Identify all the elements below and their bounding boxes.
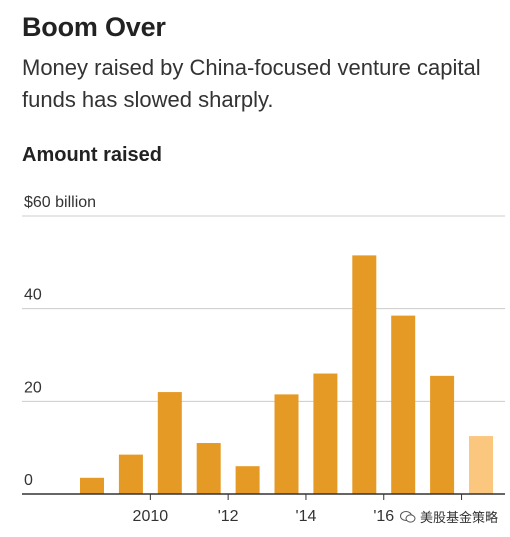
watermark: 美股基金策略: [400, 507, 498, 526]
y-tick-label: 40: [24, 287, 42, 304]
bar-2009: [80, 477, 104, 494]
x-tick-label: '12: [218, 508, 239, 525]
watermark-text: 美股基金策略: [420, 511, 499, 526]
bar-2012: [196, 443, 221, 494]
bar-2019: [469, 436, 493, 494]
x-tick-label: 2010: [133, 508, 169, 525]
x-tick-label: '16: [373, 508, 394, 525]
bar-2017: [391, 315, 416, 494]
bar-2015: [313, 373, 338, 494]
bar-2016: [352, 255, 377, 494]
y-tick-label: 20: [24, 379, 42, 396]
chart-title: Boom Over: [22, 12, 166, 42]
x-tick-label: '14: [296, 508, 317, 525]
bar-2011: [157, 392, 182, 494]
bar-2014: [274, 394, 299, 494]
bar-2013: [235, 466, 260, 494]
chart-heading: Amount raised: [22, 144, 163, 166]
chart-subtitle: Money raised by China-focused venture ca…: [22, 55, 481, 112]
y-tick-label: $60 billion: [24, 194, 96, 211]
wechat-icon: [400, 510, 416, 523]
y-tick-label: 0: [24, 472, 33, 489]
bar-2010: [118, 454, 143, 494]
bar-2018: [430, 375, 455, 494]
